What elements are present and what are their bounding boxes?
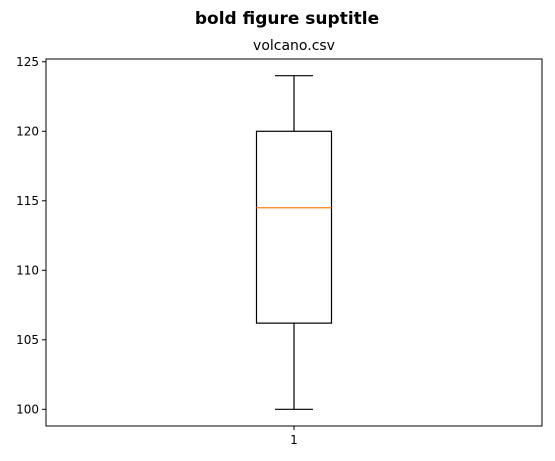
x-tick-label-1: 1 bbox=[290, 433, 298, 447]
box-iqr bbox=[255, 130, 333, 324]
y-tick-label-110: 110 bbox=[16, 263, 39, 277]
y-tick-label-120: 120 bbox=[16, 124, 39, 138]
y-tick-label-115: 115 bbox=[16, 194, 39, 208]
y-tick-label-125: 125 bbox=[16, 55, 39, 69]
plot-area: 100 105 110 115 120 125 1 bbox=[16, 55, 543, 447]
y-tick-label-100: 100 bbox=[16, 402, 39, 416]
figure-suptitle: bold figure suptitle bbox=[195, 9, 379, 29]
y-tick-label-105: 105 bbox=[16, 333, 39, 347]
axes-title: volcano.csv bbox=[253, 38, 335, 54]
